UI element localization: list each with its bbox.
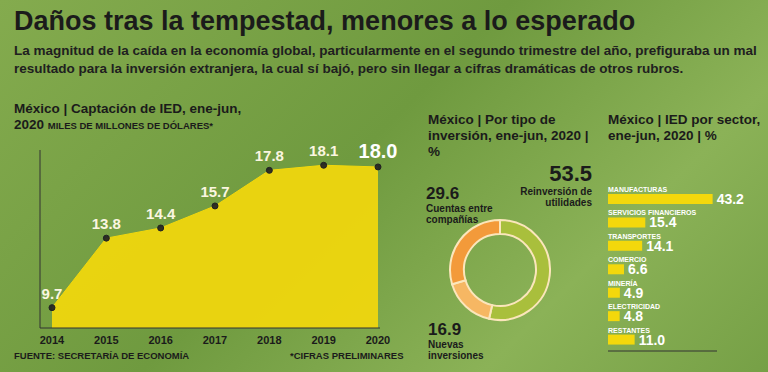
svg-text:15.4: 15.4 [649,214,676,230]
html-text:México | Por tipo de inversión: México | Por tipo de inversión, ene-jun,… [428,112,589,159]
svg-text:2018: 2018 [257,334,281,346]
svg-text:4.9: 4.9 [624,285,644,301]
html-text:México | Captación de IED, ene: México | Captación de IED, ene-jun, 2020… [14,101,242,132]
html-text:Cuentas entre compañías: Cuentas entre compañías [426,203,493,225]
svg-text:ELECTRICIDAD: ELECTRICIDAD [608,303,661,311]
html-text:16.9: 16.9 [428,320,462,339]
svg-text:MANUFACTURAS: MANUFACTURAS [608,186,667,193]
html-text:México | IED por sector, ene-j: México | IED por sector, ene-jun, 2020 |… [608,112,761,143]
svg-text:2014: 2014 [40,334,65,346]
html-text:Reinversión de utilidades: Reinversión de utilidades [520,186,592,208]
svg-text:9.7: 9.7 [42,285,63,302]
svg-text:11.0: 11.0 [639,332,666,348]
html-text:FUENTE: SECRETARÍA DE ECONOMÍA: FUENTE: SECRETARÍA DE ECONOMÍA [14,350,190,361]
svg-text:4.8: 4.8 [624,308,644,324]
svg-text:18.1: 18.1 [309,142,338,159]
svg-text:2016: 2016 [148,334,172,346]
svg-text:2015: 2015 [94,334,118,346]
html-text:Nuevas inversiones: Nuevas inversiones [428,339,484,361]
svg-text:2019: 2019 [311,334,335,346]
html-text:La magnitud de la caída en la: La magnitud de la caída en la economía g… [14,43,757,76]
svg-text:14.4: 14.4 [146,205,176,222]
svg-text:18.0: 18.0 [359,140,398,162]
html-text:*CIFRAS PRELIMINARES: *CIFRAS PRELIMINARES [290,350,404,361]
svg-text:43.2: 43.2 [717,191,744,207]
svg-text:2020: 2020 [366,334,390,346]
svg-text:13.8: 13.8 [92,215,121,232]
svg-text:14.1: 14.1 [646,238,673,254]
svg-text:6.6: 6.6 [628,261,648,277]
html-text:53.5: 53.5 [549,161,592,186]
html-text:Daños tras la tempestad, menor: Daños tras la tempestad, menores a lo es… [14,6,636,36]
svg-text:COMERCIO: COMERCIO [608,256,647,264]
svg-text:TRANSPORTES: TRANSPORTES [608,232,661,240]
svg-text:17.8: 17.8 [255,147,284,164]
svg-text:15.7: 15.7 [200,183,229,200]
svg-text:MINERÍA: MINERÍA [608,279,638,287]
svg-text:2017: 2017 [203,334,227,346]
svg-text:RESTANTES: RESTANTES [608,326,650,334]
svg-text:SERVICIOS FINANCIEROS: SERVICIOS FINANCIEROS [608,209,697,217]
html-text:29.6: 29.6 [426,184,460,203]
